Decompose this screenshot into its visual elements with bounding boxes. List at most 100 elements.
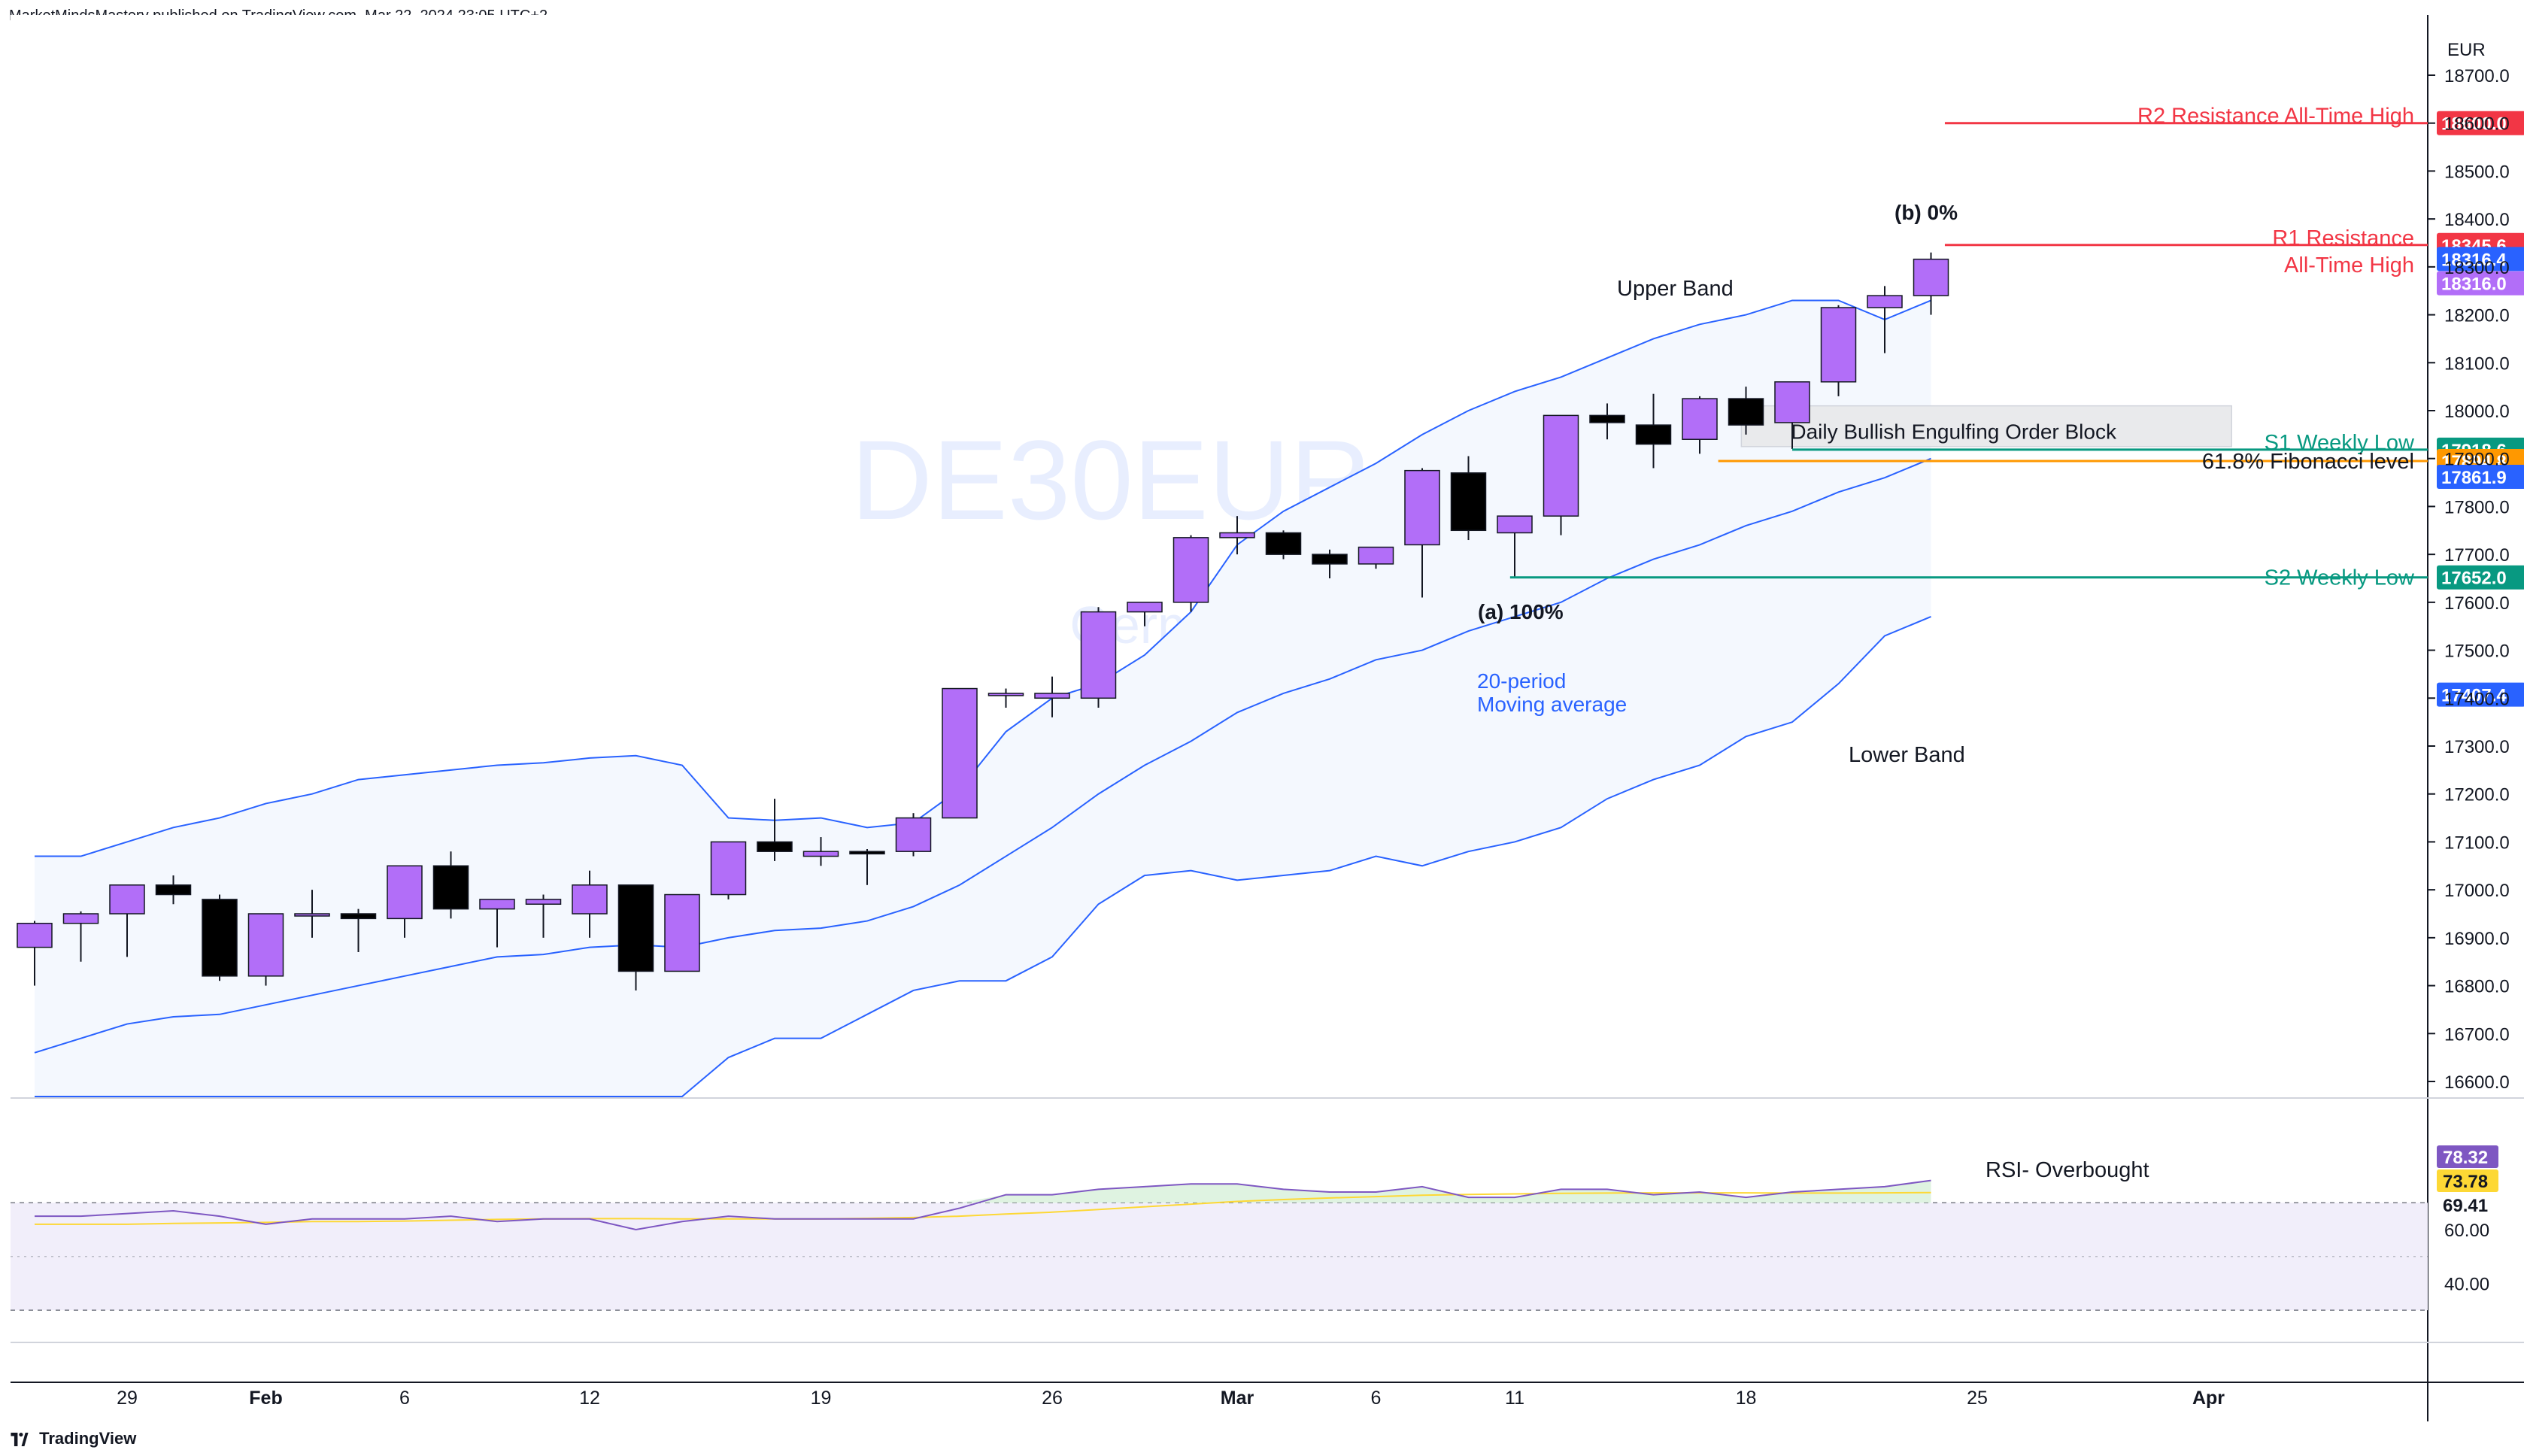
candle-body[interactable] — [710, 841, 747, 896]
order-block-label: Daily Bullish Engulfing Order Block — [1791, 420, 2117, 444]
tradingview-logo[interactable]: TradingView — [9, 1429, 136, 1448]
candle-body[interactable] — [1635, 424, 1672, 445]
rsi-badge-text: 73.78 — [2443, 1172, 2488, 1192]
rsi-badge-text: 78.32 — [2443, 1148, 2488, 1168]
price-tick-label: 18300.0 — [2444, 258, 2510, 278]
candle-body[interactable] — [1173, 537, 1209, 603]
rsi-tick-label: 60.00 — [2444, 1221, 2489, 1241]
candle-body[interactable] — [987, 693, 1024, 696]
candle-body[interactable] — [340, 913, 377, 920]
time-tick-label: 11 — [1505, 1388, 1524, 1409]
price-tick-label: 18600.0 — [2444, 114, 2510, 135]
price-tick-label: 17300.0 — [2444, 737, 2510, 757]
price-tick-label: 17400.0 — [2444, 689, 2510, 709]
price-badge-text: 18316.4 — [2441, 250, 2507, 270]
time-tick-label: Mar — [1221, 1388, 1254, 1409]
candle-body[interactable] — [525, 899, 562, 905]
time-tick-label: 6 — [1371, 1388, 1382, 1409]
time-tick-label: Feb — [249, 1388, 282, 1409]
candle-body[interactable] — [1450, 472, 1487, 532]
ma-label-line2: Moving average — [1477, 693, 1627, 716]
fib-a-label: (a) 100% — [1478, 600, 1564, 623]
candle-body[interactable] — [849, 851, 885, 855]
upper-band-label: Upper Band — [1617, 277, 1734, 301]
rsi-overbought-label: RSI- Overbought — [1986, 1158, 2149, 1182]
candle-body[interactable] — [1682, 398, 1718, 440]
price-tick-label: 16700.0 — [2444, 1024, 2510, 1045]
price-badge-text: 17861.9 — [2441, 468, 2507, 488]
candle-body[interactable] — [1034, 693, 1070, 699]
candle-body[interactable] — [479, 899, 515, 910]
price-tick-label: 18700.0 — [2444, 66, 2510, 86]
candle-body[interactable] — [1728, 398, 1764, 426]
time-tick-label: 26 — [1042, 1388, 1063, 1409]
candle-body[interactable] — [1080, 611, 1117, 699]
candle-body[interactable] — [895, 817, 932, 852]
candle-body[interactable] — [1497, 515, 1533, 534]
price-tick-label: 18500.0 — [2444, 162, 2510, 182]
candle-body[interactable] — [942, 687, 978, 819]
candle-body[interactable] — [432, 865, 469, 910]
candle-body[interactable] — [1867, 295, 1903, 308]
candle-body[interactable] — [1127, 602, 1163, 613]
rsi-badge — [2437, 1145, 2498, 1168]
candle-body[interactable] — [1358, 546, 1394, 565]
bollinger-upper-line — [35, 299, 1931, 857]
candle-body[interactable] — [109, 884, 145, 915]
price-badge — [2437, 565, 2524, 590]
price-tick-label: 18200.0 — [2444, 306, 2510, 326]
candle-body[interactable] — [1219, 532, 1255, 538]
candle-body[interactable] — [1774, 381, 1810, 423]
rsi-line — [35, 1179, 1931, 1231]
lower-band-label: Lower Band — [1849, 743, 1965, 767]
candle-body[interactable] — [1312, 554, 1348, 565]
price-tick-label: 18100.0 — [2444, 353, 2510, 374]
candle-body[interactable] — [387, 865, 423, 920]
tradingview-logo-icon — [11, 1433, 29, 1447]
candle-body[interactable] — [1589, 414, 1625, 423]
candle-body[interactable] — [247, 913, 284, 977]
candle-body[interactable] — [572, 884, 608, 915]
ma-label-line1: 20-period — [1477, 669, 1566, 693]
price-tick-label: 16900.0 — [2444, 929, 2510, 949]
rsi-overbought-fill — [35, 1180, 1931, 1203]
price-badge — [2437, 271, 2524, 296]
price-badge — [2437, 464, 2524, 489]
candle-body[interactable] — [802, 851, 839, 857]
candle-body[interactable] — [17, 922, 53, 948]
time-tick-label: 18 — [1736, 1388, 1757, 1409]
order-block-zone[interactable] — [1740, 405, 2233, 447]
candle-body[interactable] — [1913, 258, 1949, 296]
candle-body[interactable] — [155, 884, 192, 896]
rsi-tick-label: 40.00 — [2444, 1274, 2489, 1294]
level-label: S1 Weekly Low — [2265, 431, 2415, 455]
price-tick-label: 17700.0 — [2444, 545, 2510, 566]
time-tick-label: 25 — [1967, 1388, 1988, 1409]
candle-body[interactable] — [1820, 307, 1857, 383]
bollinger-middle-line — [34, 457, 1931, 1054]
level-label: R2 Resistance All-Time High — [2137, 105, 2414, 129]
candle-body[interactable] — [62, 913, 99, 924]
candle-body[interactable] — [294, 913, 330, 917]
price-tick-label: 17000.0 — [2444, 881, 2510, 901]
candle-body[interactable] — [1265, 532, 1302, 555]
candle-body[interactable] — [1543, 414, 1579, 517]
candle-body[interactable] — [664, 893, 700, 972]
level-label: 61.8% Fibonacci level — [2202, 450, 2414, 474]
candle-body[interactable] — [202, 899, 238, 977]
price-tick-label: 17100.0 — [2444, 833, 2510, 853]
price-tick-label: 17900.0 — [2444, 450, 2510, 470]
candle-body[interactable] — [1404, 469, 1440, 546]
rsi-ma-line — [35, 1191, 1931, 1225]
time-tick-label: 12 — [579, 1388, 600, 1409]
all-time-high-label: All-Time High — [2284, 253, 2414, 278]
price-badge — [2437, 682, 2524, 707]
price-tick-label: 16600.0 — [2444, 1072, 2510, 1093]
time-tick-label: Apr — [2192, 1388, 2225, 1409]
price-tick-label: 17500.0 — [2444, 642, 2510, 662]
candle-body[interactable] — [757, 841, 793, 852]
candle-body[interactable] — [617, 884, 654, 972]
rsi-badge — [2437, 1169, 2498, 1192]
price-tick-label: 18000.0 — [2444, 402, 2510, 422]
